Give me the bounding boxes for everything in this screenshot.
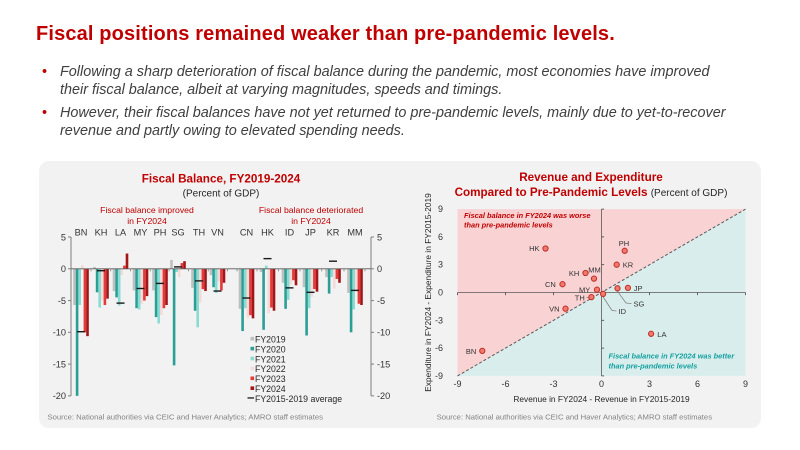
svg-text:than pre-pandemic levels: than pre-pandemic levels [464,221,553,230]
svg-text:Revenue in FY2024 - Revenue in: Revenue in FY2024 - Revenue in FY2015-20… [513,394,690,404]
svg-text:VN: VN [211,228,224,238]
svg-text:-15: -15 [53,359,66,369]
svg-text:Fiscal balance in FY2024 was w: Fiscal balance in FY2024 was worse [464,211,591,220]
svg-text:FY2020: FY2020 [255,344,286,354]
svg-text:PH: PH [619,239,629,248]
svg-text:-15: -15 [377,359,390,369]
svg-text:-20: -20 [377,391,390,401]
svg-text:-3: -3 [435,315,443,325]
svg-text:5: 5 [61,232,66,242]
svg-text:-9: -9 [453,379,461,389]
svg-text:FY2021: FY2021 [255,354,286,364]
svg-text:FY2024: FY2024 [255,384,286,394]
svg-text:VN: VN [549,305,559,314]
svg-text:KH: KH [569,269,579,278]
svg-text:KR: KR [623,261,634,270]
svg-text:9: 9 [743,379,748,389]
svg-text:in FY2024: in FY2024 [291,216,331,226]
svg-text:0: 0 [61,264,66,274]
svg-text:ID: ID [285,228,295,238]
svg-text:(Percent of GDP): (Percent of GDP) [183,189,260,200]
svg-text:PH: PH [154,228,167,238]
svg-text:BN: BN [75,228,88,238]
svg-text:JP: JP [634,284,643,293]
svg-text:LA: LA [115,228,127,238]
svg-text:Fiscal balance deteriorated: Fiscal balance deteriorated [259,205,363,215]
svg-text:6: 6 [695,379,700,389]
svg-text:MM: MM [588,265,601,274]
svg-text:0: 0 [377,264,382,274]
svg-text:9: 9 [438,204,443,214]
svg-text:TH: TH [575,293,585,302]
svg-text:-9: -9 [435,371,443,381]
svg-text:FY2023: FY2023 [255,374,286,384]
svg-text:HK: HK [261,228,275,238]
svg-text:JP: JP [305,228,316,238]
svg-text:Fiscal balance improved: Fiscal balance improved [100,205,194,215]
svg-text:KR: KR [327,228,340,238]
svg-text:-10: -10 [53,328,66,338]
svg-text:Source: National authorities v: Source: National authorities via CEIC an… [437,413,713,422]
svg-text:6: 6 [438,232,443,242]
svg-text:-20: -20 [53,391,66,401]
svg-text:Source: National authorities v: Source: National authorities via CEIC an… [48,413,324,422]
svg-text:-10: -10 [377,328,390,338]
svg-text:CN: CN [545,280,556,289]
svg-text:MY: MY [579,286,590,295]
svg-text:Revenue and Expenditure: Revenue and Expenditure [519,171,663,184]
svg-text:CN: CN [240,228,253,238]
svg-text:FY2015-2019 average: FY2015-2019 average [255,394,342,404]
svg-text:Compared to Pre-Pandemic Level: Compared to Pre-Pandemic Levels (Percent… [455,186,728,199]
svg-text:3: 3 [438,260,443,270]
svg-text:FY2019: FY2019 [255,335,286,345]
svg-text:in FY2024: in FY2024 [127,216,167,226]
svg-text:LA: LA [657,330,666,339]
svg-text:TH: TH [193,228,205,238]
svg-text:MM: MM [347,228,362,238]
svg-text:MY: MY [134,228,148,238]
svg-text:-6: -6 [435,343,443,353]
svg-text:Expenditure in FY2024 - Expend: Expenditure in FY2024 - Expenditure in F… [423,193,433,392]
svg-text:3: 3 [647,379,652,389]
svg-text:than pre-pandemic levels: than pre-pandemic levels [609,362,698,371]
svg-text:KH: KH [95,228,108,238]
svg-text:SG: SG [634,300,645,309]
svg-text:BN: BN [466,347,476,356]
svg-text:0: 0 [599,379,604,389]
svg-text:-3: -3 [549,379,557,389]
svg-text:0: 0 [438,288,443,298]
svg-text:FY2022: FY2022 [255,364,286,374]
svg-text:ID: ID [619,307,627,316]
svg-text:SG: SG [171,228,184,238]
svg-text:-5: -5 [58,296,66,306]
svg-text:Fiscal Balance, FY2019-2024: Fiscal Balance, FY2019-2024 [142,173,301,186]
svg-text:Fiscal balance in FY2024 was b: Fiscal balance in FY2024 was better [609,352,736,361]
svg-text:-6: -6 [501,379,509,389]
svg-text:5: 5 [377,232,382,242]
svg-text:HK: HK [529,244,539,253]
svg-text:-5: -5 [377,296,385,306]
